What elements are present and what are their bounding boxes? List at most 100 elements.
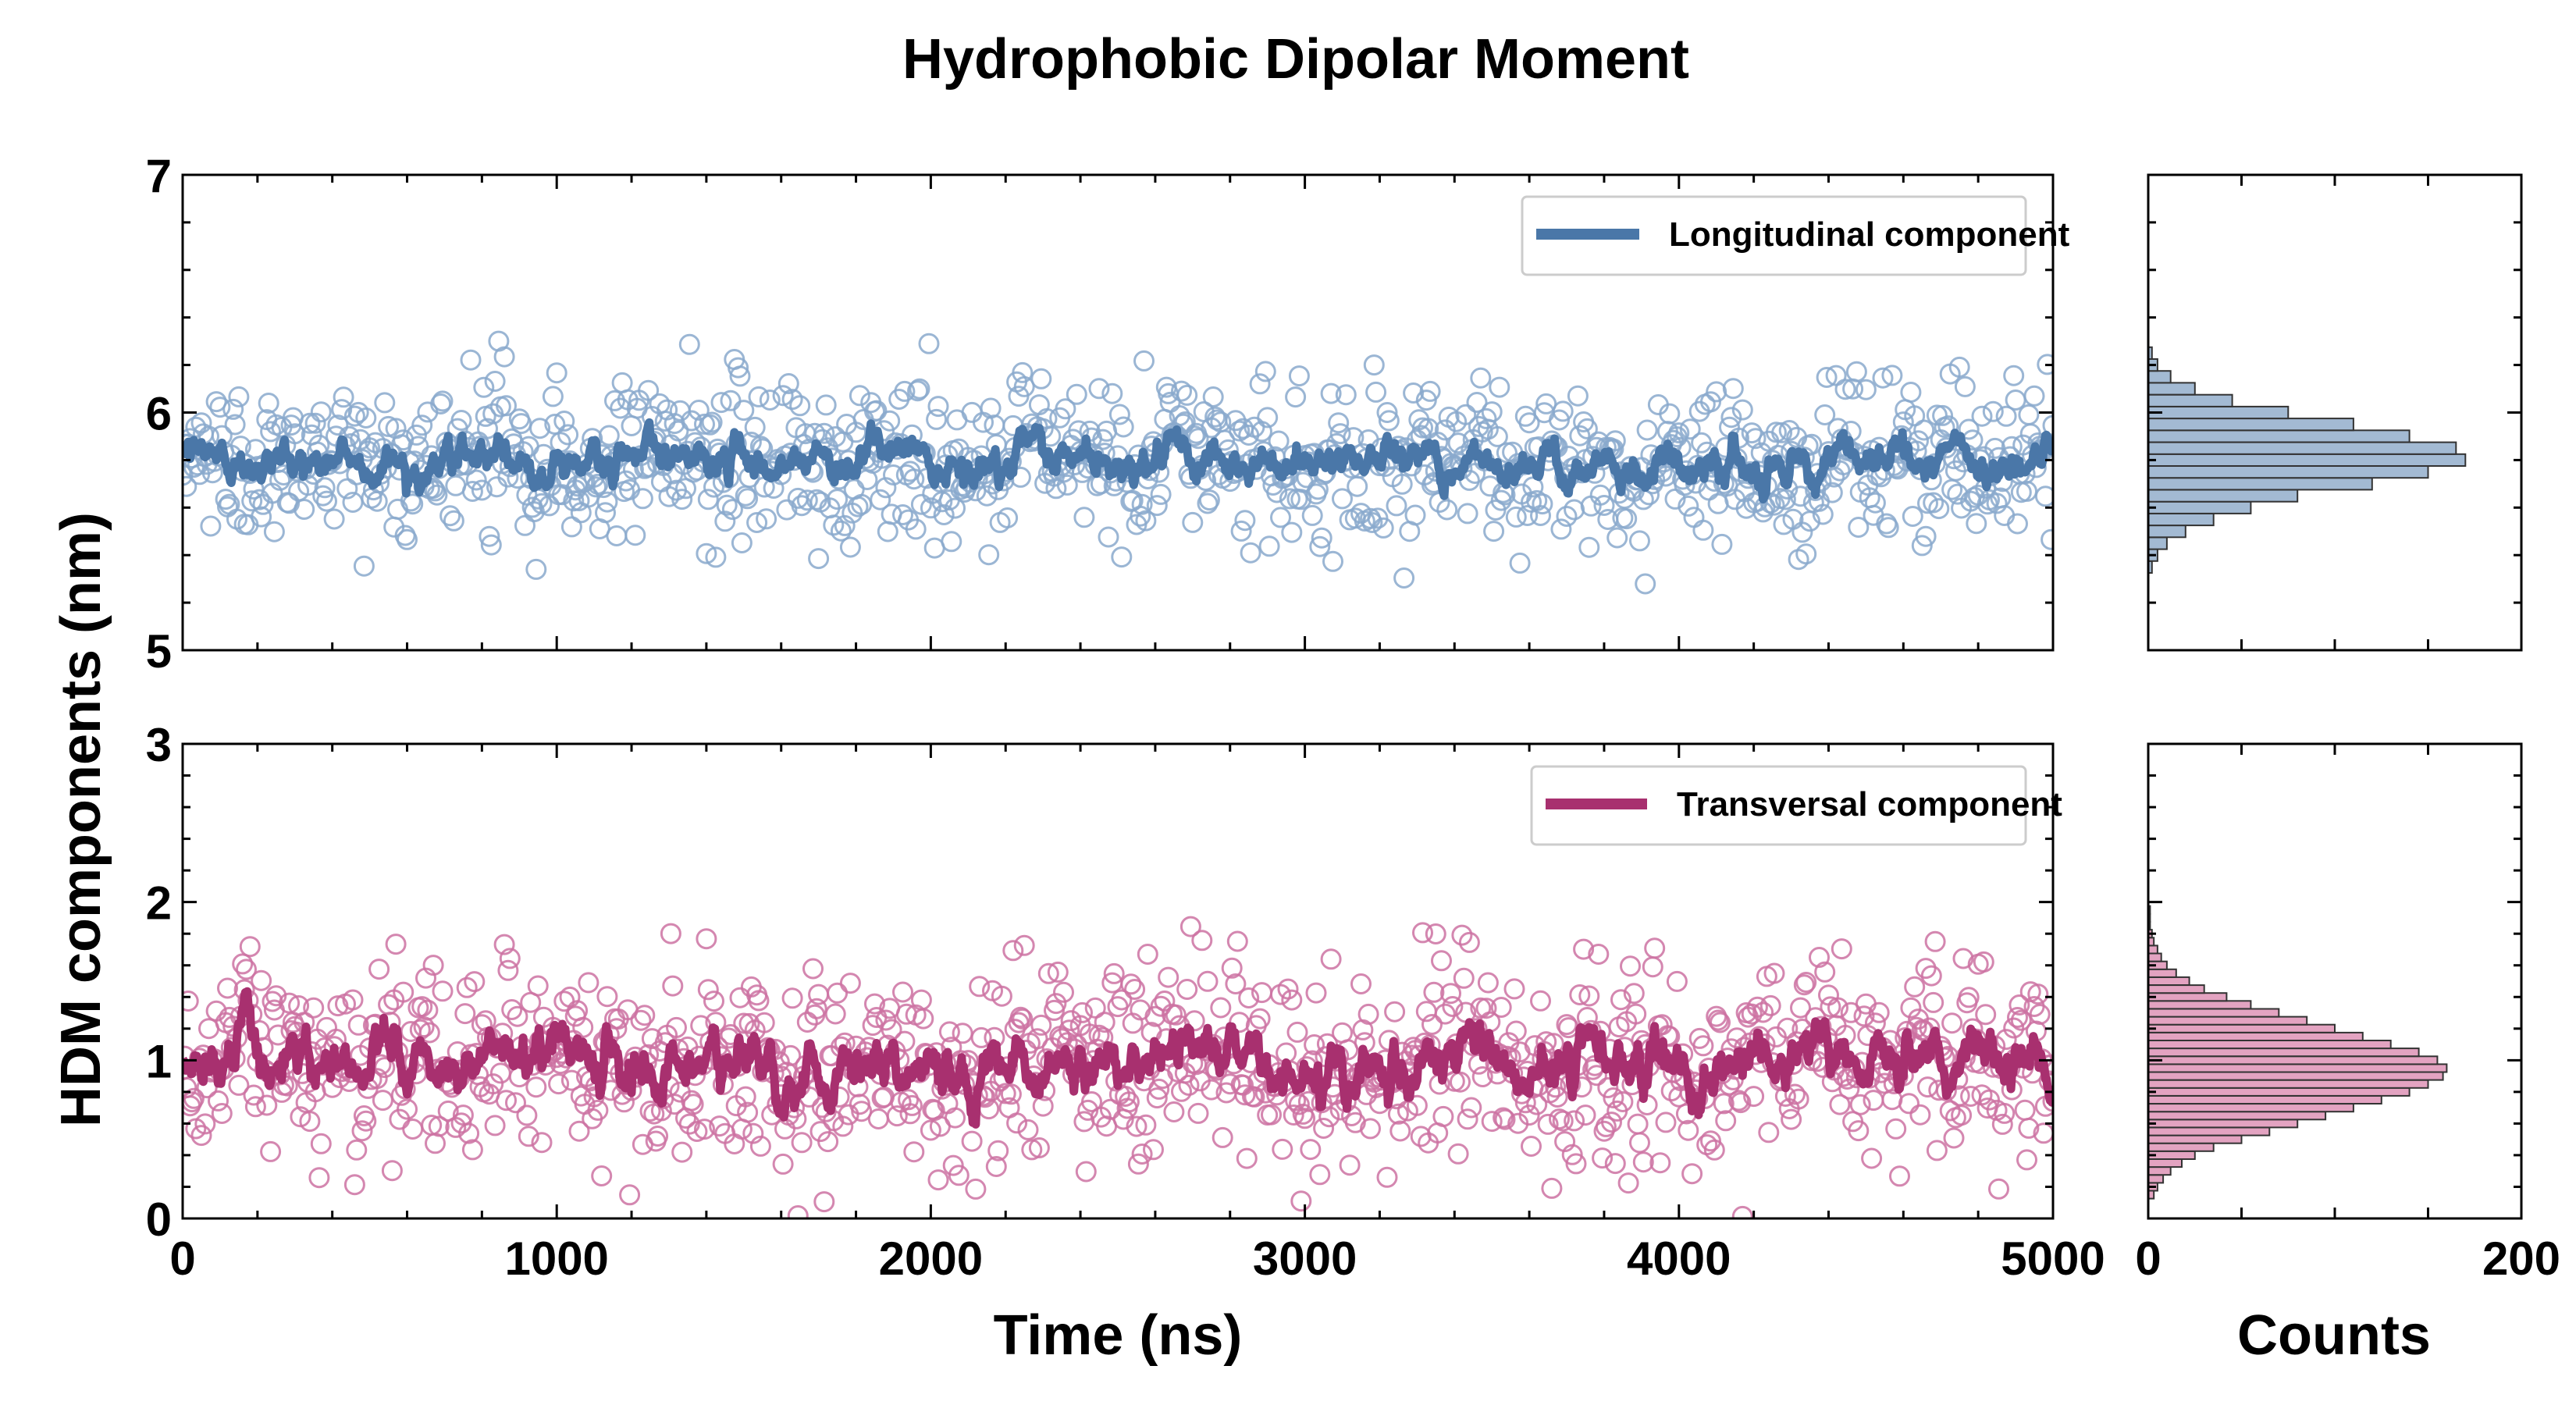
data-point <box>1750 442 1772 464</box>
data-point <box>1148 1078 1170 1100</box>
data-point <box>1187 428 1209 450</box>
data-point <box>1713 1093 1735 1115</box>
data-point <box>2007 513 2028 535</box>
data-point <box>1556 1014 1578 1036</box>
data-point <box>542 386 564 407</box>
data-point <box>1234 510 1256 532</box>
histogram-bar <box>2147 1000 2252 1010</box>
data-point <box>749 1135 771 1157</box>
data-point <box>1176 979 1198 1000</box>
data-point <box>772 385 794 407</box>
data-point <box>927 1169 949 1191</box>
histogram-bar <box>2147 1166 2172 1176</box>
data-point <box>402 493 424 515</box>
data-point <box>1249 373 1271 395</box>
data-point <box>647 1126 669 1147</box>
data-point <box>1706 381 1727 403</box>
data-point <box>945 1107 966 1129</box>
data-point <box>699 414 721 436</box>
data-point <box>1604 1153 1626 1175</box>
data-point <box>493 934 515 955</box>
data-point <box>746 512 768 533</box>
data-point <box>2023 385 2045 407</box>
data-point <box>1831 938 1852 960</box>
data-point <box>209 397 231 418</box>
data-point <box>1432 1105 1454 1127</box>
data-point <box>190 1125 212 1147</box>
data-point <box>1986 493 2008 514</box>
data-point <box>817 1131 839 1153</box>
data-point <box>1603 1087 1624 1108</box>
data-point <box>1973 951 1994 973</box>
data-point <box>1722 378 1744 400</box>
data-point <box>1542 1033 1564 1055</box>
data-point <box>1741 1003 1763 1025</box>
data-point <box>1137 944 1158 965</box>
data-point <box>1904 976 1926 998</box>
y-tick-label: 1 <box>146 1035 172 1087</box>
longitudinal-scatter-points <box>183 330 2053 595</box>
data-point <box>595 502 616 524</box>
data-point <box>1809 947 1830 968</box>
data-point <box>493 346 515 368</box>
data-point <box>1403 382 1425 404</box>
data-point <box>1994 1102 2016 1124</box>
data-point <box>1715 1110 1737 1132</box>
data-point <box>1423 981 1445 1003</box>
data-point <box>548 1073 570 1095</box>
data-point <box>1853 1005 1875 1027</box>
data-point <box>477 418 498 439</box>
data-point <box>596 986 618 1008</box>
transversal-time-series-panel: 0 1000 2000 3000 4000 5000 0 1 2 3 Transversal co… <box>146 719 2105 1285</box>
data-point <box>1503 978 1525 1000</box>
data-point <box>985 1156 1007 1177</box>
data-point <box>1425 923 1446 944</box>
histogram-bar <box>2147 441 2457 455</box>
data-point <box>941 531 962 553</box>
data-point <box>1616 508 1638 530</box>
data-point <box>1357 1003 1379 1025</box>
data-point <box>183 1087 205 1109</box>
data-point <box>1461 1097 1482 1119</box>
data-point <box>1731 399 1753 421</box>
data-point <box>1365 381 1387 403</box>
data-point <box>248 489 270 510</box>
data-point <box>1763 962 1785 984</box>
data-point <box>239 936 261 958</box>
data-point <box>228 386 250 407</box>
data-point <box>496 1090 517 1112</box>
data-point <box>1979 1089 2000 1111</box>
data-point <box>205 391 227 413</box>
data-point <box>471 479 493 501</box>
y-tick-label: 7 <box>146 150 172 202</box>
data-point <box>1101 382 1123 404</box>
data-point <box>183 475 197 497</box>
histogram-bar <box>2147 1055 2439 1065</box>
data-point <box>1466 392 1488 413</box>
data-point <box>1617 1172 1639 1194</box>
histogram-bar <box>2147 1031 2364 1042</box>
x-tick-label: 0 <box>169 1232 195 1285</box>
data-point <box>777 373 799 394</box>
data-point <box>1363 354 1385 376</box>
histogram-bar <box>2147 489 2299 503</box>
data-point <box>450 410 472 431</box>
histogram-bar <box>2147 1111 2327 1121</box>
x-tick-label: 0 <box>2135 1232 2161 1285</box>
data-point <box>439 505 461 527</box>
data-point <box>578 972 600 994</box>
data-point <box>1191 930 1213 951</box>
data-point <box>1455 404 1477 425</box>
data-point <box>682 1094 704 1115</box>
data-point <box>1629 1132 1650 1154</box>
series-line <box>183 418 2053 503</box>
x-tick-label: 200 <box>2482 1232 2560 1285</box>
histogram-bar <box>2147 1119 2299 1129</box>
data-point <box>454 1003 476 1025</box>
data-point <box>473 376 495 398</box>
data-point <box>1864 492 1886 514</box>
data-point <box>1532 493 1553 515</box>
data-point <box>735 1086 756 1108</box>
data-point <box>733 1012 755 1034</box>
